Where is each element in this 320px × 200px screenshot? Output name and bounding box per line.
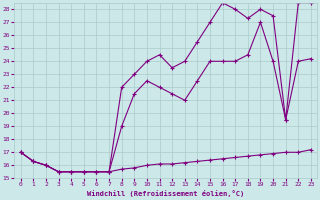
X-axis label: Windchill (Refroidissement éolien,°C): Windchill (Refroidissement éolien,°C): [87, 190, 244, 197]
